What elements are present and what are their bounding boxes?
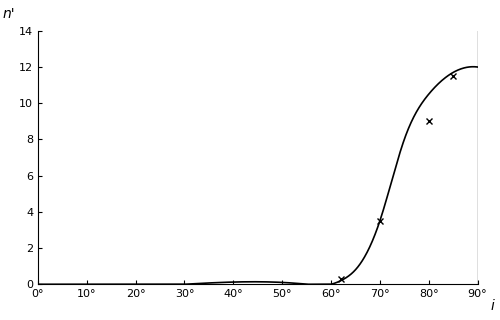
Text: i: i: [490, 300, 494, 314]
Text: n': n': [3, 7, 16, 21]
